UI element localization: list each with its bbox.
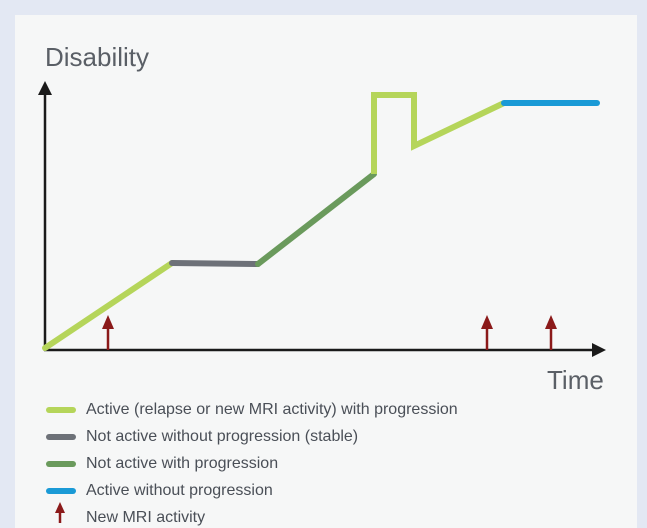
- mri-arrow: [102, 315, 114, 350]
- legend-label: Active (relapse or new MRI activity) wit…: [86, 401, 458, 418]
- legend-arrow: [55, 502, 65, 523]
- x-axis-label: Time: [547, 365, 604, 395]
- legend-label: Not active without progression (stable): [86, 428, 358, 445]
- active-progression-segment: [371, 92, 506, 174]
- legend-label: Active without progression: [86, 482, 273, 499]
- mri-arrow: [545, 315, 557, 350]
- y-axis-arrow: [38, 81, 52, 95]
- panel: [15, 15, 637, 528]
- y-axis-label: Disability: [45, 42, 149, 72]
- x-axis-arrow: [592, 343, 606, 357]
- mri-arrow: [481, 315, 493, 350]
- legend-label: Not active with progression: [86, 455, 278, 472]
- progression-segment: [255, 171, 377, 267]
- legend-label: New MRI activity: [86, 509, 205, 526]
- active-progression-segment: [42, 260, 175, 351]
- stable-segment: [169, 260, 261, 267]
